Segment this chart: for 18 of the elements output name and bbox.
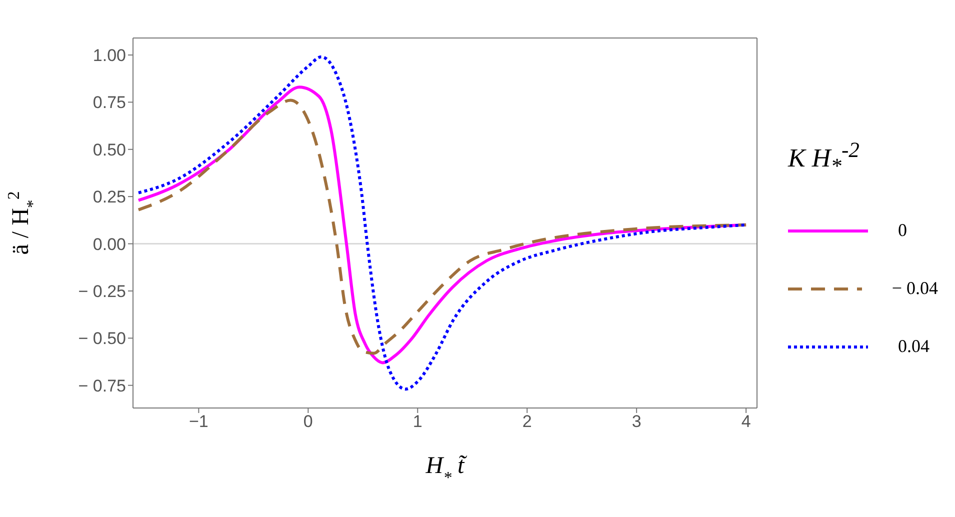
legend-label: 0.04 <box>898 336 930 358</box>
y-tick-label: 0.25 <box>92 188 126 207</box>
legend-label: 0 <box>898 220 907 242</box>
legend-label: − 0.04 <box>892 278 938 300</box>
x-tick-label: 2 <box>522 412 532 432</box>
y-tick-label: − 0.25 <box>78 282 126 301</box>
x-tick-label: −1 <box>188 412 208 432</box>
y-tick-label: 0.75 <box>92 93 126 112</box>
y-tick-label: − 0.75 <box>78 376 126 396</box>
y-tick-label: 0.00 <box>92 234 126 254</box>
x-tick-label: 1 <box>412 412 422 432</box>
x-tick-label: 0 <box>303 412 313 432</box>
y-tick-label: 0.50 <box>92 140 126 160</box>
y-tick-label: 1.00 <box>92 46 126 66</box>
y-tick-label: − 0.50 <box>78 329 126 348</box>
x-tick-label: 3 <box>632 412 642 432</box>
x-axis-title: H$_{*}$ t̃ <box>424 453 468 486</box>
x-tick-label: 4 <box>741 412 751 432</box>
